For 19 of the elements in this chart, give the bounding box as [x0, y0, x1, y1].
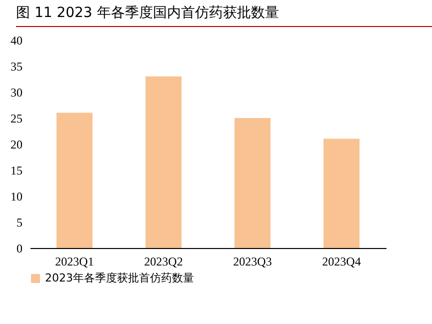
y-tick-label: 15: [10, 164, 22, 178]
y-tick-label: 25: [10, 112, 22, 126]
y-tick-label: 0: [16, 242, 22, 256]
x-tick-label: 2023Q3: [233, 254, 272, 268]
x-tick-label: 2023Q2: [144, 254, 183, 268]
bar: [324, 138, 360, 248]
x-tick-label: 2023Q4: [322, 254, 361, 268]
y-tick-label: 30: [10, 86, 22, 100]
y-tick-label: 20: [10, 138, 22, 152]
y-tick-label: 10: [10, 190, 22, 204]
bar: [146, 76, 182, 248]
x-tick-label: 2023Q1: [55, 254, 94, 268]
y-tick-label: 35: [10, 60, 22, 74]
y-tick-label: 40: [10, 34, 22, 48]
bar: [234, 118, 270, 248]
bar: [56, 112, 92, 248]
y-tick-label: 5: [16, 216, 22, 230]
chart-title: 图 11 2023 年各季度国内首仿药获批数量: [16, 4, 279, 22]
legend-label: 2023年各季度获批首仿药数量: [45, 272, 194, 284]
